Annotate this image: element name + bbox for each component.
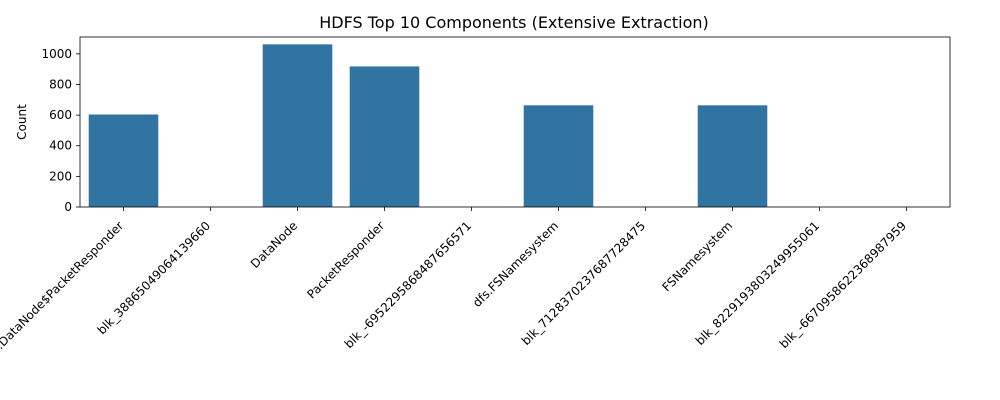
x-tick-label: DataNode [248, 219, 300, 271]
chart-title: HDFS Top 10 Components (Extensive Extrac… [319, 13, 709, 32]
x-tick-label: FSNamesystem [659, 219, 735, 295]
y-axis-label: Count [15, 104, 29, 140]
x-tick-label: PacketResponder [304, 219, 387, 302]
y-tick-label: 1000 [41, 47, 72, 61]
bar-2 [262, 44, 333, 208]
bar-7 [697, 105, 768, 207]
y-tick-label: 200 [49, 169, 72, 183]
x-tick-label: dfs.DataNode$PacketResponder [0, 219, 126, 365]
y-tick-label: 800 [49, 77, 72, 91]
y-tick-label: 0 [64, 200, 72, 214]
y-tick-label: 600 [49, 108, 72, 122]
bar-3 [349, 66, 420, 208]
y-axis: 0 200 400 600 800 1000 [41, 47, 80, 214]
bars [88, 44, 768, 208]
bar-0 [88, 114, 159, 207]
x-tick-label: dfs.FSNamesystem [470, 219, 561, 310]
x-axis: dfs.DataNode$PacketResponderblk_38865049… [0, 207, 909, 365]
y-tick-label: 400 [49, 139, 72, 153]
plot-frame [79, 36, 951, 208]
bar-5 [523, 105, 594, 207]
